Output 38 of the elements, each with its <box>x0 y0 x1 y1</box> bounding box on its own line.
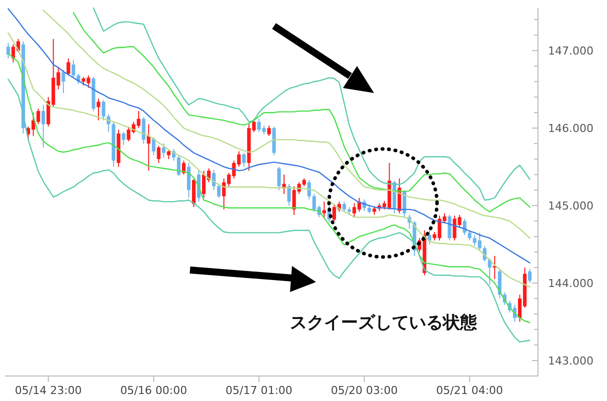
x-tick-label: 05/14 23:00 <box>14 384 82 397</box>
y-tick-label: 145.000 <box>548 199 594 212</box>
candlestick <box>448 214 452 241</box>
candlestick <box>42 104 46 148</box>
line-series <box>8 78 530 343</box>
candlestick <box>468 230 472 241</box>
candlestick <box>162 143 166 158</box>
candlestick <box>122 131 126 146</box>
candlestick <box>152 136 156 156</box>
candlestick <box>342 201 346 212</box>
candlestick <box>217 183 221 198</box>
candlestick <box>96 98 100 121</box>
candlestick <box>242 152 246 168</box>
candlestick <box>102 100 106 121</box>
candlestick <box>322 201 326 218</box>
candlestick <box>72 59 76 78</box>
y-tick-label: 144.000 <box>548 276 594 290</box>
x-tick-label: 05/21 04:00 <box>436 384 504 397</box>
y-tick-label: 147.000 <box>548 44 594 58</box>
y-tick-label: 143.000 <box>548 354 594 368</box>
candlestick <box>156 145 160 164</box>
candlestick <box>277 166 281 191</box>
candlestick <box>267 125 271 136</box>
candlestick <box>6 42 10 59</box>
candlestick <box>176 154 181 177</box>
line-series <box>42 10 530 239</box>
candlestick <box>528 268 532 284</box>
candlestick <box>62 69 66 94</box>
line-series <box>8 32 530 288</box>
line-series <box>8 8 530 264</box>
annotation: スクイーズしている状態 <box>290 313 478 333</box>
candlestick <box>428 230 432 245</box>
y-tick-label: 146.000 <box>548 122 594 135</box>
candlestick <box>66 58 70 76</box>
x-tick-label: 05/16 00:00 <box>120 384 188 397</box>
x-tick-label: 05/20 03:00 <box>330 384 398 397</box>
candlestick <box>36 108 40 125</box>
x-tick-label: 05/17 01:00 <box>226 384 292 397</box>
